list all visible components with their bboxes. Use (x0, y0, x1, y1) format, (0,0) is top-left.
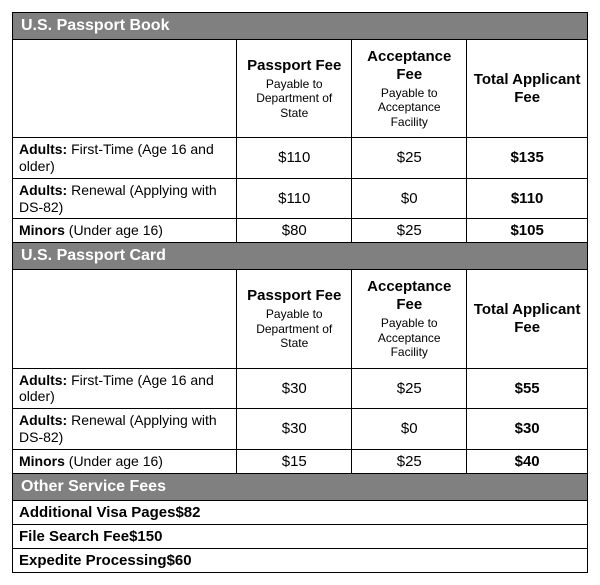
cell-acceptance-fee: $0 (352, 178, 467, 219)
table-row: Adults: First-Time (Age 16 and older) $3… (13, 368, 588, 409)
row-lede: Adults: (19, 372, 67, 388)
blank-header-cell (13, 270, 237, 368)
cell-acceptance-fee: $25 (352, 219, 467, 243)
other-label: Additional Visa Pages (19, 504, 175, 521)
table-row: Minors (Under age 16) $80 $25 $105 (13, 219, 588, 243)
cell-acceptance-fee: $0 (352, 409, 467, 450)
col-passport-fee: Passport Fee Payable to Department of St… (237, 270, 352, 368)
row-label: Adults: First-Time (Age 16 and older) (13, 368, 237, 409)
section-header-other: Other Service Fees (13, 473, 588, 500)
col-total: Total Applicant Fee (467, 270, 588, 368)
fee-table: U.S. Passport Book Passport Fee Payable … (12, 12, 588, 573)
cell-total: $110 (467, 178, 588, 219)
row-lede: Adults: (19, 412, 67, 428)
cell-total: $40 (467, 449, 588, 473)
col-sub: Payable to Department of State (243, 77, 345, 120)
other-label: File Search Fee (19, 528, 129, 545)
cell-total: $135 (467, 138, 588, 179)
section-header-book: U.S. Passport Book (13, 13, 588, 40)
col-sub: Payable to Department of State (243, 307, 345, 350)
other-value: $82 (175, 504, 200, 521)
cell-acceptance-fee: $25 (352, 368, 467, 409)
cell-passport-fee: $80 (237, 219, 352, 243)
row-label: Minors (Under age 16) (13, 449, 237, 473)
table-row: Adults: First-Time (Age 16 and older) $1… (13, 138, 588, 179)
row-rest: (Under age 16) (65, 453, 163, 469)
row-lede: Minors (19, 222, 65, 238)
col-title: Passport Fee (247, 57, 341, 74)
cell-passport-fee: $30 (237, 409, 352, 450)
blank-header-cell (13, 40, 237, 138)
cell-total: $105 (467, 219, 588, 243)
cell-passport-fee: $15 (237, 449, 352, 473)
col-sub: Payable to Acceptance Facility (358, 316, 460, 359)
cell-total: $55 (467, 368, 588, 409)
col-acceptance-fee: Acceptance Fee Payable to Acceptance Fac… (352, 270, 467, 368)
row-label: Minors (Under age 16) (13, 219, 237, 243)
row-lede: Adults: (19, 141, 67, 157)
row-label: Adults: First-Time (Age 16 and older) (13, 138, 237, 179)
cell-acceptance-fee: $25 (352, 449, 467, 473)
col-passport-fee: Passport Fee Payable to Department of St… (237, 40, 352, 138)
col-title: Total Applicant Fee (474, 71, 581, 106)
other-row: Additional Visa Pages$82 (13, 500, 588, 524)
table-row: Adults: Renewal (Applying with DS-82) $3… (13, 409, 588, 450)
col-title: Total Applicant Fee (474, 301, 581, 336)
other-row: File Search Fee$150 (13, 524, 588, 548)
col-title: Passport Fee (247, 287, 341, 304)
section-header-card: U.S. Passport Card (13, 243, 588, 270)
table-row: Minors (Under age 16) $15 $25 $40 (13, 449, 588, 473)
cell-passport-fee: $110 (237, 138, 352, 179)
col-sub: Payable to Acceptance Facility (358, 86, 460, 129)
other-row: Expedite Processing$60 (13, 548, 588, 572)
row-lede: Adults: (19, 182, 67, 198)
col-title: Acceptance Fee (367, 48, 451, 83)
other-label: Expedite Processing (19, 552, 167, 569)
row-lede: Minors (19, 453, 65, 469)
table-row: Adults: Renewal (Applying with DS-82) $1… (13, 178, 588, 219)
row-label: Adults: Renewal (Applying with DS-82) (13, 409, 237, 450)
col-total: Total Applicant Fee (467, 40, 588, 138)
col-title: Acceptance Fee (367, 278, 451, 313)
col-acceptance-fee: Acceptance Fee Payable to Acceptance Fac… (352, 40, 467, 138)
other-value: $150 (129, 528, 162, 545)
cell-passport-fee: $110 (237, 178, 352, 219)
row-label: Adults: Renewal (Applying with DS-82) (13, 178, 237, 219)
other-value: $60 (167, 552, 192, 569)
cell-acceptance-fee: $25 (352, 138, 467, 179)
cell-total: $30 (467, 409, 588, 450)
row-rest: (Under age 16) (65, 222, 163, 238)
cell-passport-fee: $30 (237, 368, 352, 409)
